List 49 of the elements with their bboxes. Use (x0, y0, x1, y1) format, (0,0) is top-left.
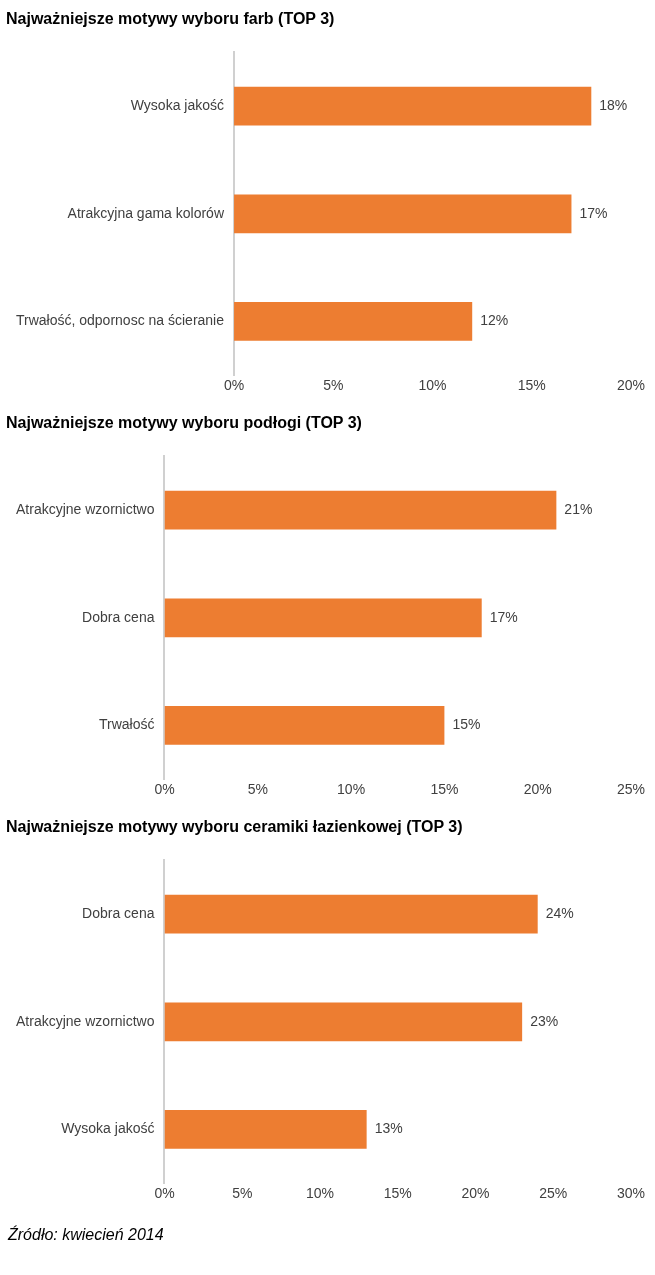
y-tick-label: Dobra cena (82, 608, 155, 625)
data-label: 15% (452, 716, 481, 733)
chart-title: Najważniejsze motywy wyboru farb (TOP 3) (5, 9, 336, 29)
data-label: 12% (480, 312, 509, 329)
x-tick-label: 15% (517, 377, 546, 394)
bar (164, 1110, 367, 1149)
x-tick-label: 20% (461, 1185, 490, 1202)
data-label: 17% (579, 204, 608, 221)
x-tick-label: 15% (383, 1185, 412, 1202)
y-tick-label: Trwałość (98, 716, 155, 733)
x-tick-label: 5% (232, 1185, 253, 1202)
text: Źródło: kwiecień 2014 (6, 1224, 165, 1244)
bar (164, 490, 557, 530)
x-tick-label: 0% (154, 1185, 175, 1202)
bar (234, 194, 572, 234)
data-label: 24% (545, 905, 574, 922)
y-tick-label: Atrakcyjne wzornictwo (15, 1012, 155, 1029)
chart-title: Najważniejsze motywy wyboru ceramiki łazienkowej (TOP 3) (5, 817, 464, 837)
y-tick-label: Trwałość, odpornosc na ścieranie (15, 312, 225, 329)
data-label: 18% (599, 97, 628, 114)
y-tick-label: Atrakcyjna gama kolorów (67, 204, 225, 221)
y-tick-label: Atrakcyjne wzornictwo (15, 501, 155, 518)
bar (164, 598, 482, 638)
bar (164, 706, 445, 745)
data-label: 21% (564, 501, 593, 518)
x-tick-label: 10% (418, 377, 447, 394)
x-tick-label: 0% (154, 781, 175, 798)
x-tick-label: 25% (539, 1185, 568, 1202)
data-label: 13% (374, 1120, 403, 1137)
y-tick-label: Dobra cena (82, 905, 155, 922)
y-tick-label: Wysoka jakość (61, 1120, 155, 1137)
chart-title: Najważniejsze motywy wyboru podłogi (TOP 3) (5, 413, 363, 433)
y-tick-label: Wysoka jakość (130, 97, 225, 114)
x-tick-label: 30% (616, 1185, 646, 1202)
x-tick-label: 20% (523, 781, 552, 798)
x-tick-label: 10% (305, 1185, 335, 1202)
bar (234, 302, 473, 341)
bar (164, 1002, 523, 1042)
x-tick-label: 15% (430, 781, 459, 798)
x-tick-label: 5% (247, 781, 268, 798)
x-tick-label: 20% (616, 377, 646, 394)
data-label: 23% (530, 1012, 559, 1029)
bar (234, 86, 592, 126)
data-label: 17% (489, 608, 518, 625)
x-tick-label: 10% (337, 781, 366, 798)
bar (164, 894, 538, 934)
x-tick-label: 5% (323, 377, 344, 394)
x-tick-label: 25% (616, 781, 646, 798)
x-tick-label: 0% (223, 377, 245, 394)
